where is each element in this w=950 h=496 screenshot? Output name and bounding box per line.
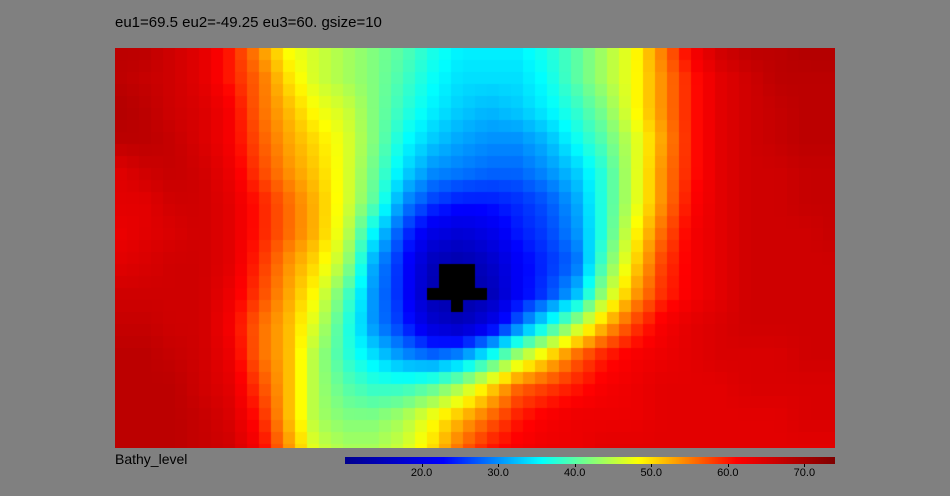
- colorbar: [345, 457, 835, 464]
- heatmap-plot: [115, 48, 835, 448]
- colorbar-tick: [804, 464, 806, 467]
- colorbar-tick: [574, 464, 576, 467]
- colorbar-tick: [651, 464, 653, 467]
- colorbar-tick: [727, 464, 729, 467]
- colorbar-tick-label: 20.0: [410, 467, 433, 479]
- colorbar-tick: [421, 464, 423, 467]
- colorbar-tick: [498, 464, 500, 467]
- colorbar-tick-label: 60.0: [717, 467, 739, 479]
- variable-label: Bathy_level: [115, 451, 188, 467]
- heatmap-canvas: [115, 48, 835, 448]
- colorbar-tick-label: 30.0: [487, 467, 509, 479]
- colorbar-tick-label: 70.0: [793, 467, 816, 479]
- chart-title: eu1=69.5 eu2=-49.25 eu3=60. gsize=10: [115, 14, 382, 31]
- colorbar-ticks: 20.0 30.0 40.0 50.0 60.0 70.0: [345, 464, 835, 488]
- colorbar-tick-label: 50.0: [640, 467, 662, 479]
- colorbar-tick-label: 40.0: [563, 467, 586, 479]
